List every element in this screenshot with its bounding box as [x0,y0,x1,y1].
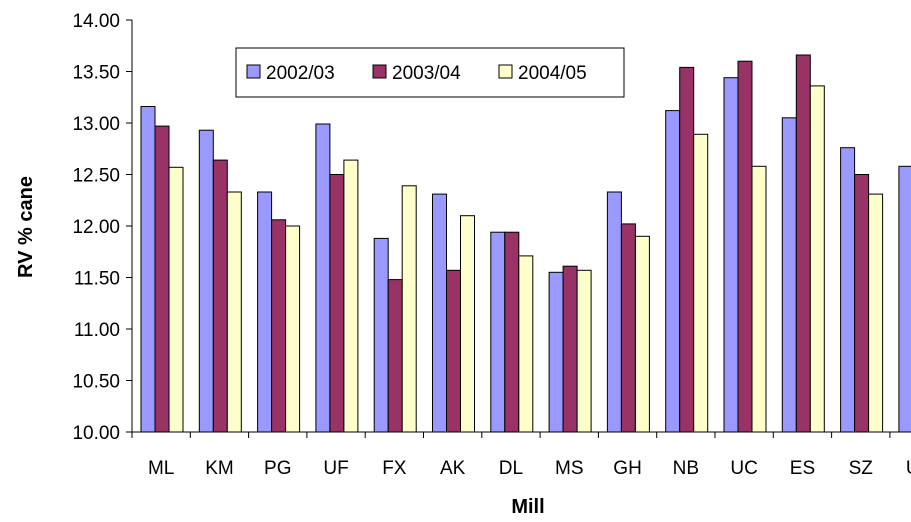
x-tick-label-es: ES [790,458,815,479]
bar-nb-2003-04 [679,66,695,433]
bar-ak-2004-05 [460,215,475,433]
bar-sz-2003-04 [854,174,870,433]
bar-pg-2003-04 [271,219,287,433]
bar-uc-2003-04 [737,60,753,433]
y-tick-label: 12.50 [72,166,120,187]
legend: 2002/03 2003/04 2004/05 [235,47,625,98]
bar-fx-2004-05 [401,185,417,433]
y-tick-label: 13.50 [72,63,120,84]
bars-group [140,54,911,433]
x-tick-label-pg: PG [264,458,291,479]
bar-ak-2002-03 [432,193,447,433]
bar-es-2004-05 [809,85,825,433]
y-tick-label: 11.50 [74,269,120,290]
bar-fx-2003-04 [387,279,403,433]
x-tick-label-uk: UK [906,458,911,479]
bar-km-2004-05 [226,191,242,433]
bar-ml-2004-05 [168,166,184,433]
bar-ak-2003-04 [446,269,461,433]
legend-box [235,47,625,98]
bar-pg-2002-03 [257,191,273,433]
x-tick-label-fx: FX [382,458,407,479]
x-tick-label-ak: AK [440,458,466,479]
x-tick-label-ms: MS [555,458,584,479]
x-tick-labels: ML KM PG UF FX AK DL MS GH NB UC ES SZ UK [148,458,911,479]
bar-ms-2004-05 [576,269,592,433]
bar-dl-2004-05 [518,255,534,433]
legend-swatch-2003-04 [372,64,387,79]
x-tick-label-gh: GH [613,458,642,479]
bar-km-2003-04 [212,159,228,433]
bar-ms-2002-03 [548,271,564,433]
bar-gh-2003-04 [620,223,636,433]
y-tick-labels: 10.00 10.50 11.00 11.50 12.00 12.50 13.00 13.50… [72,11,120,444]
x-axis-title: Mill [511,496,544,518]
bar-uc-2004-05 [751,165,767,433]
legend-label-2002-03: 2002/03 [266,63,335,84]
axes-group [126,19,911,438]
x-tick-label-dl: DL [499,458,523,479]
legend-swatch-2002-03 [246,64,261,79]
bar-es-2003-04 [795,54,811,433]
x-tick-label-ml: ML [148,458,174,479]
bar-uf-2002-03 [315,123,331,433]
y-tick-label: 10.00 [72,423,120,444]
bar-sz-2002-03 [840,147,856,433]
bar-dl-2003-04 [504,231,520,433]
bar-ml-2003-04 [154,125,170,433]
bar-es-2002-03 [781,117,797,433]
legend-label-2004-05: 2004/05 [518,63,587,84]
bar-ml-2002-03 [140,106,156,433]
bar-nb-2002-03 [665,110,681,433]
legend-swatch-2004-05 [498,64,513,79]
x-tick-label-km: KM [205,458,234,479]
bar-fx-2002-03 [373,237,389,433]
y-tick-label: 12.00 [72,217,120,238]
bar-nb-2004-05 [693,133,709,433]
y-tick-label: 10.50 [72,372,120,393]
bar-ms-2003-04 [562,265,578,433]
bar-pg-2004-05 [285,225,301,433]
bar-uf-2004-05 [343,159,359,433]
x-tick-label-uc: UC [730,458,757,479]
x-tick-label-uf: UF [323,458,348,479]
bar-uf-2003-04 [329,174,345,433]
bar-uc-2002-03 [723,77,739,433]
bar-gh-2002-03 [606,191,622,433]
y-axis-title: RV % cane [15,176,37,278]
y-tick-label: 13.00 [72,114,120,135]
bar-km-2002-03 [198,129,214,433]
x-tick-label-sz: SZ [849,458,874,479]
legend-label-2003-04: 2003/04 [392,63,461,84]
y-tick-label: 14.00 [72,11,120,32]
bar-dl-2002-03 [490,231,506,433]
x-tick-label-nb: NB [673,458,699,479]
bar-uk-2002-03 [898,165,911,433]
bar-sz-2004-05 [868,193,884,433]
y-tick-label: 11.00 [74,320,120,341]
bar-gh-2004-05 [634,235,650,433]
